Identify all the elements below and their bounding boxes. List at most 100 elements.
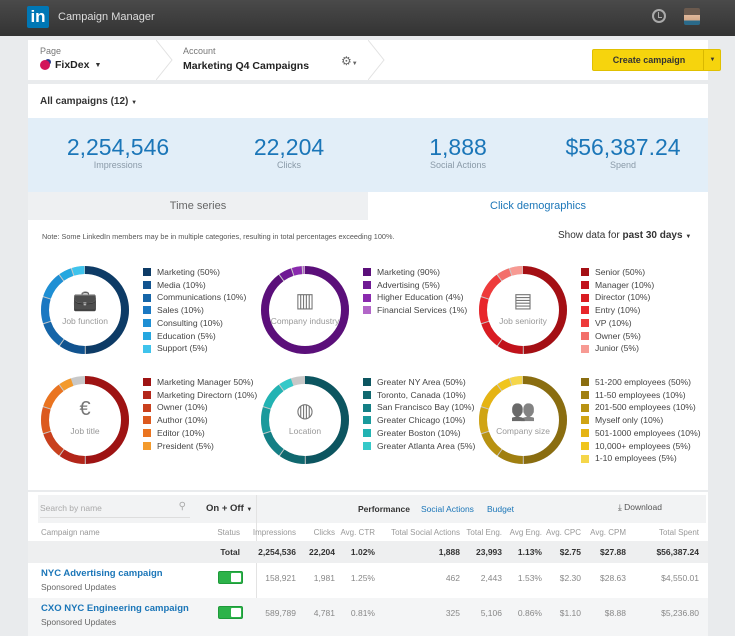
total-label: Total [220, 547, 240, 557]
donut-segment[interactable] [261, 266, 349, 354]
chart-legend: 51-200 employees (50%) 11-50 employees (1… [581, 376, 701, 465]
column-header: Avg Eng. [509, 528, 542, 537]
search-icon[interactable]: ⚲ [178, 501, 186, 512]
legend-label: 51-200 employees (50%) [595, 377, 692, 387]
avatar[interactable] [684, 8, 700, 25]
donut-segment[interactable] [41, 376, 129, 464]
all-campaigns-dropdown[interactable]: All campaigns (12) ▼ [40, 96, 137, 107]
legend-label: Higher Education (4%) [377, 292, 464, 303]
donut-chart-company-industry [261, 266, 349, 354]
legend-item: 10,000+ employees (5%) [581, 440, 701, 453]
globe-icon: ◍ [296, 400, 314, 422]
donut-segment[interactable] [479, 376, 567, 464]
legend-item: Marketing (90%) [363, 266, 467, 279]
stat-value: 22,204 [253, 134, 325, 160]
table-cell: $4,550.01 [661, 573, 699, 583]
table-cell: $5,236.80 [661, 608, 699, 618]
donut-segment[interactable] [479, 266, 567, 354]
legend-item: Greater Boston (10%) [363, 427, 475, 440]
period-dropdown[interactable]: Show data for past 30 days ▼ [558, 230, 691, 241]
donut-segment[interactable] [261, 376, 349, 464]
legend-item: Director (10%) [581, 291, 654, 304]
donut-segment[interactable] [41, 266, 129, 354]
briefcase-icon: 💼 [72, 290, 98, 312]
legend-item: 501-1000 employees (10%) [581, 427, 701, 440]
donut-segment[interactable] [41, 266, 129, 354]
status-toggle[interactable] [218, 571, 243, 584]
table-cell: $8.88 [604, 608, 626, 618]
legend-item: Education (5%) [143, 330, 246, 343]
legend-swatch [581, 391, 589, 400]
account-value: Marketing Q4 Campaigns [183, 60, 310, 72]
search-input[interactable]: Search by name ⚲ [40, 500, 190, 518]
tab-click-demographics[interactable]: Click demographics [368, 192, 708, 220]
legend-swatch [581, 319, 589, 328]
linkedin-logo[interactable]: in [27, 6, 49, 28]
chart-legend: Marketing (50%) Media (10%) Communications… [143, 266, 246, 355]
legend-swatch [581, 378, 589, 387]
legend-label: 1-10 employees (5%) [595, 453, 677, 464]
gear-icon[interactable]: ⚙▼ [341, 54, 358, 68]
legend-swatch [581, 281, 589, 290]
donut-segment[interactable] [41, 376, 129, 464]
create-campaign-dropdown-icon[interactable]: ▼ [703, 50, 721, 70]
donut-chart-job-title [41, 376, 129, 464]
legend-swatch [363, 281, 371, 290]
donut-center-label: Job title [70, 426, 100, 436]
chart-legend: Marketing Manager 50%) Marketing Director… [143, 376, 257, 452]
legend-swatch [363, 268, 371, 277]
account-selector[interactable]: Account Marketing Q4 Campaigns [183, 46, 309, 72]
status-filter-label: On + Off [206, 503, 244, 514]
campaign-name-link[interactable]: NYC Advertising campaign [41, 568, 163, 579]
chart-legend: Marketing (90%) Advertising (5%) Higher Ed… [363, 266, 467, 317]
tab-time-series[interactable]: Time series [28, 192, 368, 220]
legend-swatch [143, 319, 151, 328]
clock-icon[interactable] [652, 9, 666, 23]
breadcrumb: Page FixDex ▼ Account Marketing Q4 Campa… [28, 39, 721, 81]
view-performance[interactable]: Performance [358, 504, 410, 514]
create-campaign-button[interactable]: Create campaign ▼ [592, 49, 721, 71]
legend-label: San Francisco Bay (10%) [377, 402, 475, 413]
legend-swatch [143, 403, 151, 412]
status-toggle[interactable] [218, 606, 243, 619]
legend-item: Consulting (10%) [143, 317, 246, 330]
legend-label: Support (5%) [157, 343, 208, 354]
total-cell: 1.13% [517, 547, 542, 557]
legend-label: Marketing Manager 50%) [157, 377, 254, 387]
legend-swatch [143, 281, 151, 290]
legend-item: VP (10%) [581, 317, 654, 330]
top-bar: in Campaign Manager [0, 0, 735, 36]
stat-impressions: 2,254,546 Impressions [33, 134, 203, 170]
status-filter-dropdown[interactable]: On + Off ▼ [206, 503, 252, 514]
page-selector[interactable]: Page FixDex ▼ [40, 46, 101, 71]
table-cell: 4,781 [313, 608, 335, 618]
donut-segment[interactable] [479, 376, 567, 464]
table-cell: 158,921 [265, 573, 296, 583]
download-button[interactable]: ⤓ Download [618, 502, 662, 513]
legend-label: Junior (5%) [595, 343, 639, 354]
stat-value: 1,888 [429, 134, 487, 160]
donut-segment[interactable] [261, 376, 349, 464]
legend-label: Marketing (90%) [377, 267, 441, 277]
chart-legend: Greater NY Area (50%) Toronto, Canada (10… [363, 376, 475, 452]
legend-label: Marketing Directorn (10%) [157, 389, 258, 400]
legend-item: Toronto, Canada (10%) [363, 389, 475, 402]
legend-label: 11-50 employees (10%) [595, 389, 686, 400]
chart-legend: Senior (50%) Manager (10%) Director (10%) E… [581, 266, 654, 355]
breadcrumb-separator [367, 39, 390, 81]
legend-item: 1-10 employees (5%) [581, 452, 701, 465]
legend-item: President (5%) [143, 440, 257, 453]
table-cell: $2.30 [559, 573, 581, 583]
donut-segment[interactable] [479, 266, 567, 354]
campaign-name-link[interactable]: CXO NYC Engineering campaign [41, 603, 189, 614]
legend-swatch [143, 331, 151, 340]
legend-label: 201-500 employees (10%) [595, 402, 696, 413]
view-budget[interactable]: Budget [487, 504, 514, 514]
legend-item: Marketing (50%) [143, 266, 246, 279]
summary-stats: 2,254,546 Impressions 22,204 Clicks 1,888 S… [28, 118, 708, 192]
table-cell: 0.86% [517, 608, 542, 618]
column-header: Total Social Actions [391, 528, 460, 537]
view-social-actions[interactable]: Social Actions [421, 504, 474, 514]
legend-label: 501-1000 employees (10%) [595, 427, 701, 438]
download-label: Download [624, 502, 662, 512]
